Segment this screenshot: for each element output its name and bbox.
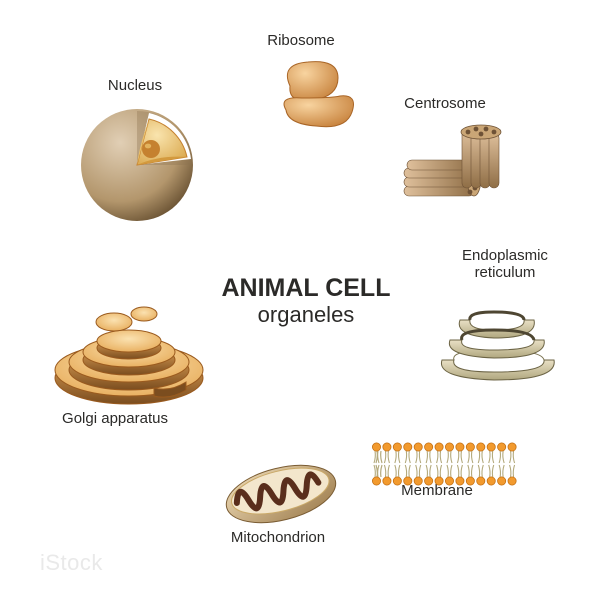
ribosome-icon xyxy=(272,56,362,134)
label-golgi: Golgi apparatus xyxy=(55,411,175,428)
label-nucleus: Nucleus xyxy=(95,78,175,95)
label-er: Endoplasmic reticulum xyxy=(455,248,555,281)
label-centrosome: Centrosome xyxy=(395,96,495,113)
membrane-icon xyxy=(370,440,524,488)
centrosome-icon xyxy=(396,124,516,224)
nucleus-icon xyxy=(79,107,195,223)
label-mitochondrion: Mitochondrion xyxy=(218,530,338,547)
mitochondrion-icon xyxy=(218,458,344,530)
diagram-subtitle: organeles xyxy=(216,302,396,328)
golgi-icon xyxy=(48,292,210,410)
watermark: iStock xyxy=(40,550,103,576)
diagram-title: ANIMAL CELL xyxy=(216,275,396,301)
er-icon xyxy=(426,294,576,390)
label-ribosome: Ribosome xyxy=(261,33,341,50)
diagram-canvas: { "canvas": { "width": 612, "height": 61… xyxy=(0,0,612,612)
